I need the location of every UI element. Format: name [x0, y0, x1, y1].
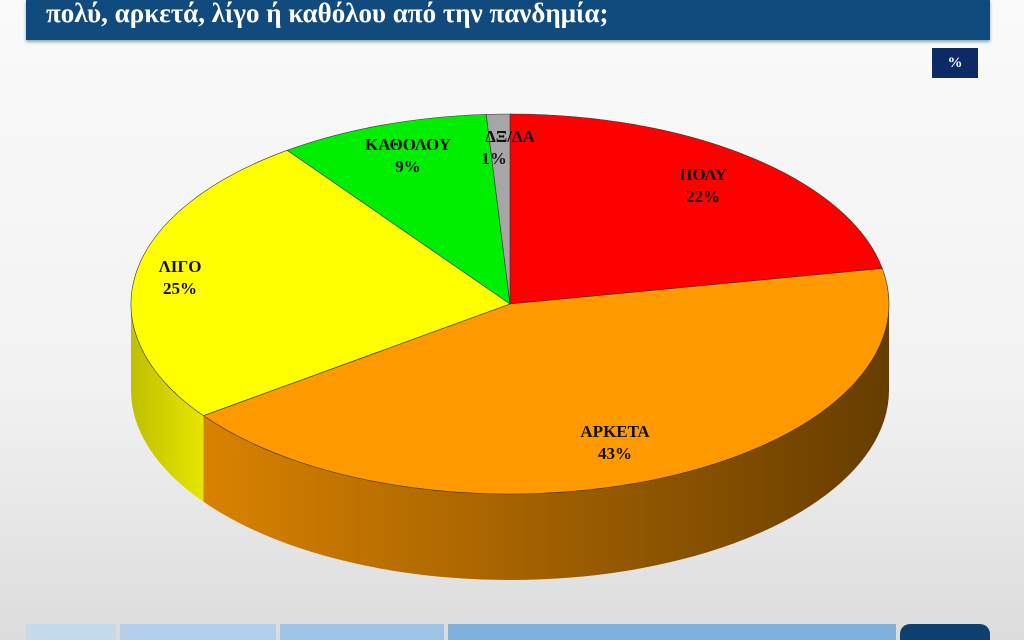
pie-slice-ΚΑΘΟΛΟΥ: [286, 114, 511, 305]
pie-side-2: [131, 304, 204, 502]
pie-slice-ΠΟΛΥ: [509, 113, 883, 305]
slice-label: ΚΑΘΟΛΟΥ: [365, 135, 451, 154]
slice-value: 43%: [598, 444, 632, 463]
title-bar: πολύ, αρκετά, λίγο ή καθόλου από την παν…: [26, 0, 990, 40]
unit-badge: %: [932, 48, 978, 78]
slice-label: ΔΞ/ΔΑ: [485, 127, 536, 146]
footer-bar-3: [280, 624, 444, 640]
slice-label: ΛΙΓΟ: [159, 257, 202, 276]
footer-bar-2: [120, 624, 276, 640]
slice-value: 1%: [481, 149, 507, 168]
pie-slice-ΑΡΚΕΤΑ: [202, 268, 890, 495]
footer-bar-4: [448, 624, 896, 640]
slice-label: ΑΡΚΕΤΑ: [580, 422, 650, 441]
slice-value: 22%: [686, 187, 720, 206]
slice-value: 9%: [395, 157, 421, 176]
footer-bar-1: [26, 624, 116, 640]
pie-slice-ΔΞ/ΔΑ: [485, 113, 511, 305]
chart-title: πολύ, αρκετά, λίγο ή καθόλου από την παν…: [46, 0, 609, 28]
footer-bar-5: [900, 624, 990, 640]
pie-side-1: [203, 304, 890, 581]
slice-value: 25%: [163, 279, 197, 298]
pie-slice-ΛΙΓΟ: [130, 149, 511, 417]
slice-label: ΠΟΛΥ: [679, 165, 727, 184]
